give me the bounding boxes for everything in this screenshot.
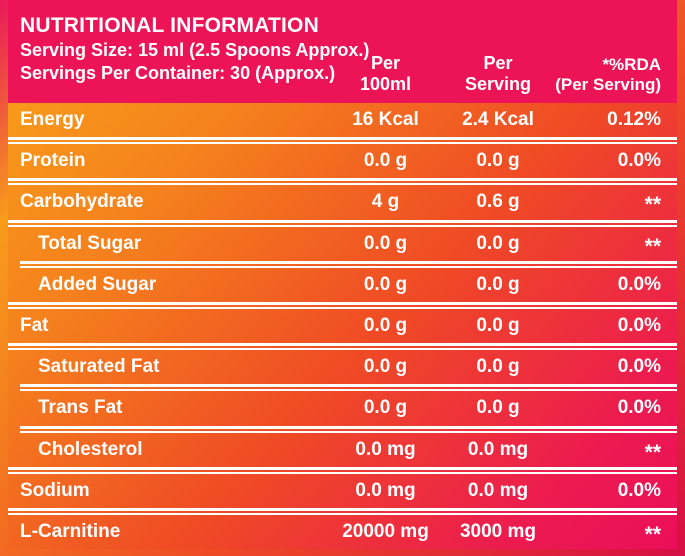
value-per-serving: 0.0 g — [476, 397, 520, 419]
double-asterisk: ** — [644, 234, 661, 258]
row-separator — [8, 219, 677, 227]
table-row: Total Sugar 0.0 g 0.0 g ** — [8, 227, 677, 261]
value-per-serving: 3000 mg — [459, 520, 537, 542]
column-header-line: Serving — [464, 73, 532, 94]
table-row: Fat 0.0 g 0.0 g 0.0% — [8, 309, 677, 343]
table-row: Saturated Fat 0.0 g 0.0 g 0.0% — [8, 350, 677, 384]
value-per-100ml: 16 Kcal — [352, 109, 419, 131]
value-rda: ** — [553, 438, 677, 464]
value-per-100ml: 0.0 g — [363, 232, 408, 254]
value-rda: 0.0% — [617, 273, 661, 295]
double-asterisk: ** — [644, 522, 661, 546]
value-per-100ml: 20000 mg — [342, 520, 429, 542]
value-rda: ** — [553, 520, 677, 546]
table-row: Sodium 0.0 mg 0.0 mg 0.0% — [8, 474, 677, 508]
row-label: Carbohydrate — [20, 191, 144, 213]
label-header: NUTRITIONAL INFORMATION Serving Size: 15… — [8, 0, 677, 103]
row-separator — [8, 137, 677, 145]
row-label: Added Sugar — [38, 273, 157, 295]
value-per-100ml: 0.0 g — [363, 273, 408, 295]
row-label: Sodium — [20, 479, 90, 501]
table-row: Protein 0.0 g 0.0 g 0.0% — [8, 144, 677, 178]
value-per-serving: 0.0 g — [476, 273, 520, 295]
value-per-serving: 2.4 Kcal — [462, 109, 534, 131]
double-asterisk: ** — [644, 193, 661, 217]
value-per-100ml: 0.0 g — [363, 315, 408, 337]
column-header-rda: *%RDA (Per Serving) — [553, 55, 677, 103]
row-separator — [8, 178, 677, 186]
table-row: Carbohydrate 4 g 0.6 g ** — [8, 185, 677, 219]
label-inner-panel: NUTRITIONAL INFORMATION Serving Size: 15… — [8, 0, 677, 549]
row-separator — [20, 384, 677, 392]
column-header-line: Per — [370, 52, 401, 73]
value-per-100ml: 0.0 g — [363, 150, 408, 172]
value-rda: 0.12% — [607, 109, 661, 131]
table-row: Trans Fat 0.0 g 0.0 g 0.0% — [8, 391, 677, 425]
column-header-line: 100ml — [359, 73, 412, 94]
row-separator — [20, 260, 677, 268]
table-row: L-Carnitine 20000 mg 3000 mg ** — [8, 515, 677, 549]
value-per-100ml: 4 g — [371, 191, 400, 213]
value-per-serving: 0.0 g — [476, 150, 520, 172]
row-label: Fat — [20, 315, 49, 337]
column-header-per-100ml: Per 100ml — [328, 53, 443, 103]
column-header-line: Per — [483, 52, 513, 73]
value-rda: 0.0% — [617, 397, 661, 419]
row-label: Energy — [20, 109, 85, 131]
row-label: L-Carnitine — [20, 520, 121, 542]
value-rda: ** — [553, 232, 677, 258]
value-rda: 0.0% — [617, 315, 661, 337]
row-label: Trans Fat — [38, 397, 123, 419]
label-title: NUTRITIONAL INFORMATION — [20, 14, 319, 37]
column-header-per-serving: Per Serving — [443, 53, 553, 103]
row-separator — [8, 466, 677, 474]
table-row: Added Sugar 0.0 g 0.0 g 0.0% — [8, 268, 677, 302]
value-per-100ml: 0.0 mg — [355, 479, 416, 501]
double-asterisk: ** — [644, 440, 661, 464]
value-per-100ml: 0.0 g — [363, 356, 408, 378]
row-label: Cholesterol — [38, 438, 143, 460]
row-label: Total Sugar — [38, 232, 142, 254]
row-label: Protein — [20, 150, 86, 172]
column-header-line: *%RDA — [602, 54, 661, 74]
nutrition-table-body: Energy 16 Kcal 2.4 Kcal 0.12% Protein 0.0 g 0.… — [8, 103, 677, 549]
row-separator — [20, 425, 677, 433]
value-rda: 0.0% — [617, 150, 661, 172]
value-per-serving: 0.0 mg — [467, 479, 529, 501]
table-row: Cholesterol 0.0 mg 0.0 mg ** — [8, 433, 677, 467]
table-row: Energy 16 Kcal 2.4 Kcal 0.12% — [8, 103, 677, 137]
row-separator — [8, 301, 677, 309]
value-rda: 0.0% — [617, 479, 661, 501]
value-rda: 0.0% — [617, 356, 661, 378]
value-rda: ** — [553, 190, 677, 217]
value-per-serving: 0.0 g — [476, 315, 520, 337]
header-text-block: NUTRITIONAL INFORMATION Serving Size: 15… — [8, 0, 370, 103]
row-label: Saturated Fat — [38, 356, 160, 378]
value-per-serving: 0.0 g — [476, 232, 520, 254]
value-per-serving: 0.6 g — [476, 191, 520, 213]
value-per-serving: 0.0 mg — [467, 438, 529, 460]
value-per-100ml: 0.0 g — [363, 397, 408, 419]
column-header-line: (Per Serving) — [555, 74, 661, 94]
servings-per-container-text: Servings Per Container: 30 (Approx.) — [20, 62, 336, 83]
value-per-100ml: 0.0 mg — [355, 438, 416, 460]
row-separator — [8, 507, 677, 515]
row-separator — [8, 343, 677, 351]
value-per-serving: 0.0 g — [476, 356, 520, 378]
serving-size-text: Serving Size: 15 ml (2.5 Spoons Approx.) — [20, 40, 370, 61]
